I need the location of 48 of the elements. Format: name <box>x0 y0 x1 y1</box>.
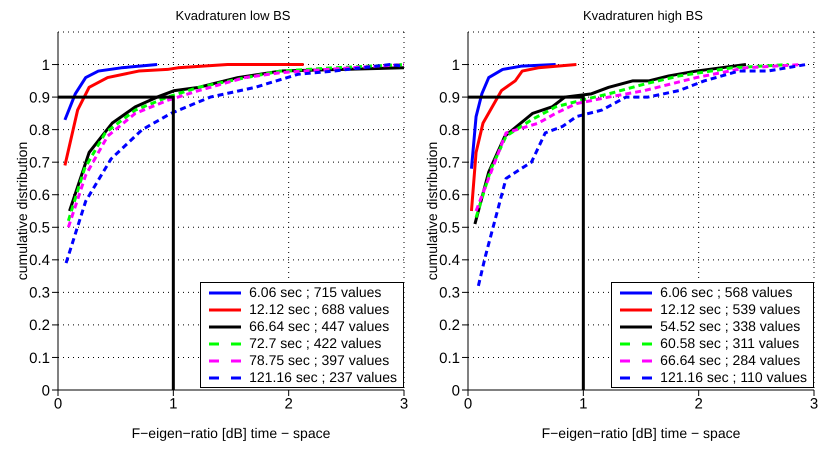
y-tick-label: 0.1 <box>439 350 460 367</box>
legend-label: 6.06 sec ; 715 values <box>249 284 382 301</box>
y-tick-label: 0.1 <box>29 350 50 367</box>
y-tick-label: 0.8 <box>29 122 50 139</box>
legend-label: 60.58 sec ; 311 values <box>660 335 800 352</box>
legend-label: 121.16 sec ; 237 values <box>249 369 397 386</box>
y-tick-label: 0.3 <box>29 284 50 302</box>
legend-label: 12.12 sec ; 539 values <box>660 301 800 318</box>
x-axis-title: F−eigen−ratio [dB] time − space <box>132 425 331 441</box>
x-tick-label: 3 <box>400 396 408 413</box>
y-tick-label: 1 <box>452 56 460 74</box>
legend-label: 12.12 sec ; 688 values <box>249 301 390 318</box>
y-tick-label: 1 <box>42 56 50 74</box>
y-tick-label: 0.9 <box>29 89 50 106</box>
x-axis-title: F−eigen−ratio [dB] time − space <box>542 425 741 441</box>
y-tick-label: 0.2 <box>439 317 460 334</box>
y-axis-title: cumulative distribution <box>14 142 30 280</box>
legend-label: 6.06 sec ; 568 values <box>660 284 792 301</box>
y-tick-label: 0.7 <box>29 154 50 172</box>
y-tick-label: 0.2 <box>29 317 50 334</box>
y-tick-label: 0.8 <box>439 122 460 139</box>
y-tick-label: 0 <box>42 382 50 400</box>
y-tick-label: 0.3 <box>439 284 460 302</box>
x-tick-label: 0 <box>464 396 472 413</box>
x-tick-label: 0 <box>54 396 62 413</box>
x-tick-label: 1 <box>169 396 178 413</box>
y-tick-label: 0.9 <box>439 89 460 106</box>
y-tick-label: 0.6 <box>29 187 50 204</box>
y-tick-label: 0.5 <box>29 220 50 237</box>
y-axis-title: cumulative distribution <box>424 142 440 280</box>
legend-label: 66.64 sec ; 284 values <box>660 352 800 369</box>
y-tick-label: 0.6 <box>439 187 460 204</box>
x-tick-label: 2 <box>284 396 293 413</box>
legend-label: 54.52 sec ; 338 values <box>660 318 800 335</box>
y-tick-label: 0.4 <box>439 252 460 270</box>
y-tick-label: 0.7 <box>439 154 460 172</box>
legend-label: 66.64 sec ; 447 values <box>249 318 390 335</box>
chart-title: Kvadraturen high BS <box>582 8 704 24</box>
chart-title: Kvadraturen low BS <box>174 8 292 24</box>
y-tick-label: 0 <box>452 382 460 400</box>
y-tick-label: 0.4 <box>29 252 50 270</box>
legend-label: 78.75 sec ; 397 values <box>249 352 390 369</box>
legend-label: 121.16 sec ; 110 values <box>660 369 807 386</box>
y-tick-label: 0.5 <box>439 220 460 237</box>
x-tick-label: 1 <box>579 396 588 413</box>
legend-label: 72.7 sec ; 422 values <box>249 335 382 352</box>
x-tick-label: 2 <box>694 396 703 413</box>
x-tick-label: 3 <box>810 396 818 413</box>
